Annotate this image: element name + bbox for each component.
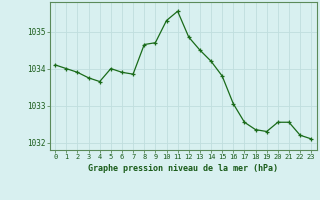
X-axis label: Graphe pression niveau de la mer (hPa): Graphe pression niveau de la mer (hPa)	[88, 164, 278, 173]
